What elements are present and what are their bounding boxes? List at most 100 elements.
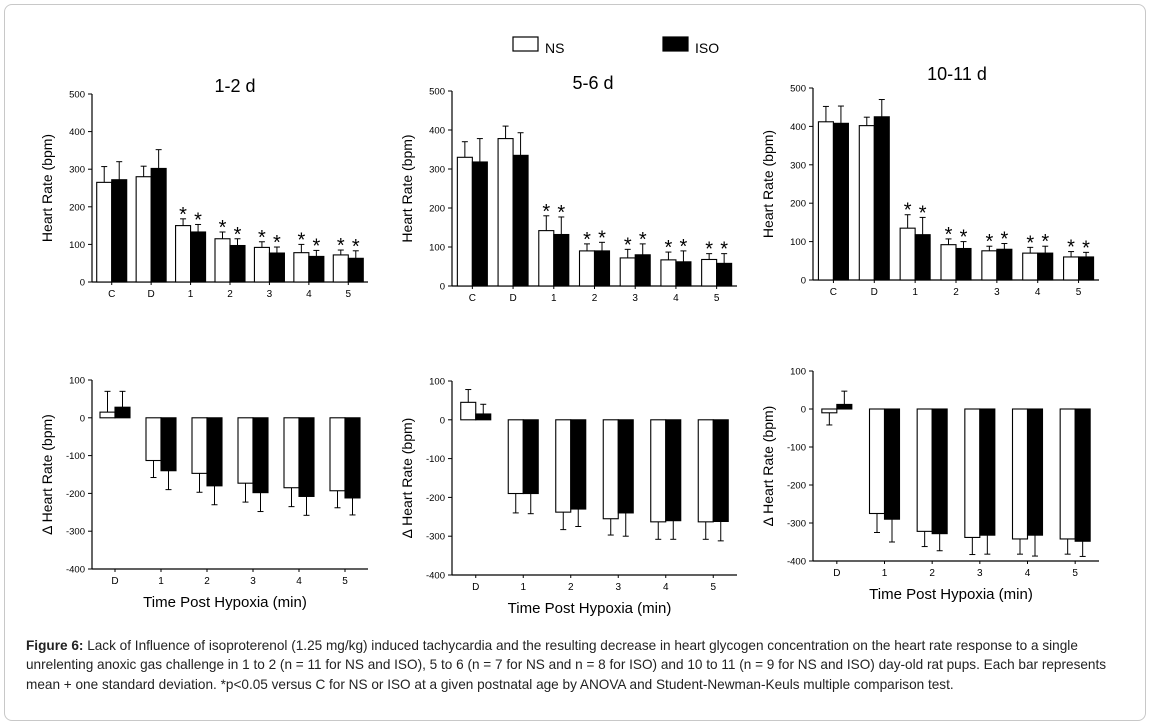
x-tick-label: C: [830, 287, 837, 298]
bar-iso-C: [832, 122, 849, 281]
y-tick-label: 200: [429, 204, 445, 215]
bar-ns-C: [817, 121, 834, 281]
x-tick-label: 3: [632, 293, 638, 304]
y-tick-label: 0: [80, 278, 85, 289]
y-tick-label: 200: [69, 202, 85, 213]
y-tick-label: 300: [429, 165, 445, 176]
figure-frame: [4, 4, 1146, 721]
x-tick-label: D: [871, 287, 878, 298]
bar-iso-3: [634, 254, 651, 287]
y-axis-label: Δ Heart Rate (bpm): [399, 418, 415, 539]
bar-ns-3: [602, 419, 619, 520]
y-tick-label: 100: [790, 367, 806, 378]
bar-iso-1: [553, 233, 570, 287]
x-tick-label: 1: [158, 576, 164, 587]
significance-star: *: [1041, 231, 1049, 253]
y-axis-label: Heart Rate (bpm): [760, 130, 776, 238]
y-tick-label: -100: [426, 454, 445, 465]
bar-ns-2: [555, 419, 572, 513]
y-tick-label: -200: [66, 489, 85, 500]
bar-iso-4: [308, 255, 325, 283]
x-tick-label: D: [472, 582, 479, 593]
significance-star: *: [312, 235, 320, 257]
y-tick-label: -100: [787, 443, 806, 454]
bar-ns-4: [283, 417, 300, 489]
y-tick-label: 300: [790, 160, 806, 171]
bar-ns-1: [538, 230, 555, 287]
bar-iso-3: [268, 252, 285, 283]
x-tick-label: 1: [912, 287, 918, 298]
x-tick-label: 3: [977, 568, 983, 579]
significance-star: *: [639, 229, 647, 251]
bar-iso-1: [883, 408, 901, 520]
significance-star: *: [985, 231, 993, 253]
x-tick-label: 4: [296, 576, 302, 587]
y-tick-label: -300: [66, 527, 85, 538]
bar-iso-1: [914, 234, 931, 281]
significance-star: *: [273, 232, 281, 254]
chart-title: 10-11 d: [927, 64, 987, 84]
x-tick-label: 2: [568, 582, 574, 593]
y-tick-label: 500: [790, 84, 806, 95]
significance-star: *: [680, 236, 688, 258]
bar-ns-5: [332, 254, 349, 283]
bar-ns-3: [981, 250, 998, 281]
bar-ns-D: [460, 401, 477, 421]
bar-ns-1: [145, 417, 162, 462]
bar-ns-5: [701, 258, 718, 287]
y-tick-label: 200: [790, 199, 806, 210]
x-tick-label: 1: [188, 289, 194, 300]
bar-iso-5: [716, 262, 733, 287]
significance-star: *: [583, 229, 591, 251]
significance-star: *: [297, 229, 305, 251]
caption-text: Lack of Influence of isoproterenol (1.25…: [26, 638, 1107, 692]
x-tick-label: 3: [267, 289, 273, 300]
bar-iso-D: [873, 116, 890, 281]
x-tick-label: D: [509, 293, 516, 304]
significance-star: *: [337, 235, 345, 257]
x-tick-label: 3: [994, 287, 1000, 298]
bar-iso-4: [1026, 408, 1044, 536]
bar-ns-2: [191, 417, 208, 474]
bar-ns-4: [1022, 252, 1039, 281]
bar-iso-D: [512, 154, 529, 287]
bar-iso-4: [298, 417, 315, 497]
significance-star: *: [665, 237, 673, 259]
significance-star: *: [179, 204, 187, 226]
bar-ns-D: [858, 125, 875, 281]
bar-iso-4: [1037, 252, 1054, 281]
y-axis-label: Δ Heart Rate (bpm): [760, 406, 776, 527]
bar-iso-D: [836, 403, 853, 410]
bar-iso-5: [344, 417, 361, 499]
significance-star: *: [234, 224, 242, 246]
y-axis-label: Δ Heart Rate (bpm): [39, 414, 55, 535]
y-tick-label: 500: [429, 87, 445, 98]
y-tick-label: 100: [429, 377, 445, 388]
legend-swatch-iso: [662, 36, 689, 52]
bar-ns-4: [1011, 408, 1029, 540]
y-tick-label: 100: [69, 240, 85, 251]
figure-caption: Figure 6: Lack of Influence of isoproter…: [26, 636, 1132, 694]
x-tick-label: C: [469, 293, 476, 304]
bar-iso-C: [471, 161, 488, 287]
bar-ns-2: [578, 250, 596, 287]
x-tick-label: 2: [227, 289, 233, 300]
significance-star: *: [960, 227, 968, 249]
bar-iso-3: [617, 419, 634, 514]
x-tick-label: 5: [714, 293, 720, 304]
x-tick-label: 5: [346, 289, 352, 300]
x-tick-label: 2: [592, 293, 598, 304]
x-tick-label: C: [108, 289, 115, 300]
bar-iso-D: [150, 167, 167, 283]
x-tick-label: D: [148, 289, 155, 300]
bar-ns-D: [99, 411, 116, 419]
x-tick-label: 4: [1035, 287, 1041, 298]
significance-star: *: [219, 217, 227, 239]
bar-ns-C: [96, 181, 113, 283]
legend: NS ISO: [512, 36, 719, 56]
significance-star: *: [557, 202, 565, 224]
y-tick-label: -300: [787, 519, 806, 530]
bar-ns-D: [821, 408, 838, 414]
x-tick-label: D: [111, 576, 118, 587]
x-tick-label: 5: [1076, 287, 1082, 298]
